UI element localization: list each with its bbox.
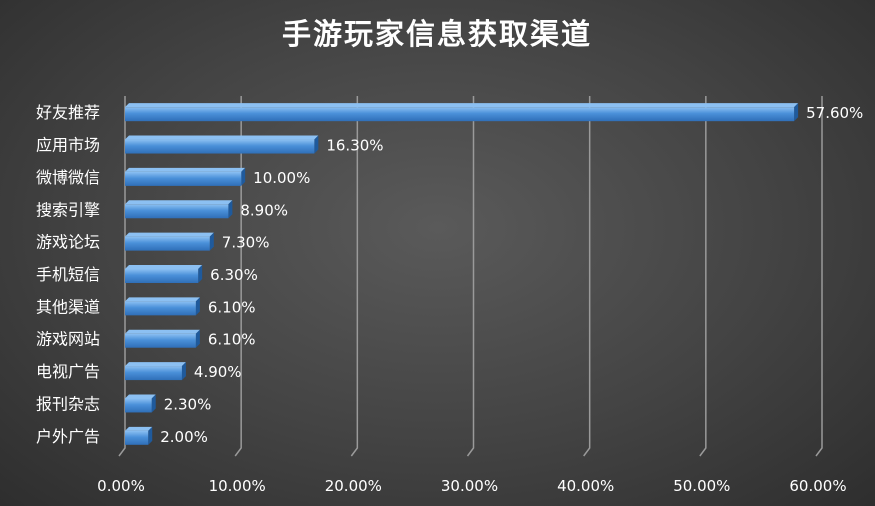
bar-group — [125, 426, 153, 445]
bar-end-face — [151, 394, 156, 413]
bar-group — [125, 362, 186, 381]
bar-top-face — [125, 103, 799, 108]
bar-top-face — [125, 362, 186, 367]
bar-group — [125, 135, 319, 154]
bar-top-face — [125, 426, 153, 431]
bar-group — [125, 297, 200, 316]
category-label: 电视广告 — [36, 362, 100, 381]
gridline — [699, 96, 707, 457]
bar-top-face — [125, 167, 246, 172]
data-label: 6.30% — [210, 266, 258, 284]
bar — [125, 366, 182, 381]
bar — [125, 171, 242, 186]
bar — [125, 107, 795, 122]
bar-group — [125, 265, 203, 283]
bar-end-face — [794, 103, 799, 122]
bar — [125, 398, 152, 413]
data-label: 57.60% — [806, 104, 863, 122]
bar-end-face — [314, 135, 319, 154]
bar-group — [125, 394, 156, 413]
x-tick-label: 60.00% — [789, 477, 846, 495]
bar-group — [125, 103, 799, 122]
grid-layer — [118, 96, 823, 457]
data-label: 7.30% — [222, 234, 270, 252]
y-axis-line — [118, 96, 126, 457]
x-tick-label: 50.00% — [673, 477, 730, 495]
category-label: 微博微信 — [36, 168, 100, 187]
bar-group — [125, 329, 200, 348]
category-label: 好友推荐 — [36, 103, 100, 122]
x-tick-label: 40.00% — [557, 477, 614, 495]
bar-end-face — [195, 297, 200, 316]
bar — [125, 236, 210, 251]
data-label: 10.00% — [253, 169, 310, 187]
bar — [125, 301, 196, 316]
bar — [125, 333, 196, 348]
gridline — [815, 96, 823, 457]
bar-end-face — [209, 232, 214, 251]
chart-title: 手游玩家信息获取渠道 — [282, 17, 592, 51]
bar-end-face — [195, 329, 200, 348]
bar — [125, 269, 199, 283]
bar-end-face — [228, 200, 233, 219]
category-label: 游戏网站 — [36, 330, 100, 349]
bar — [125, 204, 229, 219]
category-label: 报刊杂志 — [36, 394, 100, 413]
category-label: 搜索引擎 — [36, 200, 100, 219]
bar-top-face — [125, 297, 200, 302]
category-label: 其他渠道 — [36, 297, 100, 316]
bar-group — [125, 200, 233, 219]
x-tick-label: 30.00% — [441, 477, 498, 495]
category-label: 游戏论坛 — [36, 233, 100, 252]
x-tick-label: 20.00% — [325, 477, 382, 495]
bar-top-face — [125, 394, 156, 399]
data-label: 6.10% — [208, 331, 256, 349]
category-label: 应用市场 — [36, 136, 100, 155]
x-tick-label: 10.00% — [209, 477, 266, 495]
gridline — [350, 96, 359, 457]
bar-end-face — [181, 362, 186, 381]
gridline — [583, 96, 591, 457]
gridline — [234, 96, 242, 457]
category-label: 手机短信 — [36, 265, 100, 284]
bar-top-face — [125, 329, 200, 334]
bar-top-face — [125, 265, 203, 269]
bar-group — [125, 167, 246, 186]
data-label: 2.00% — [160, 428, 208, 446]
category-label: 户外广告 — [36, 427, 100, 446]
data-label: 2.30% — [164, 395, 212, 413]
bar-end-face — [241, 167, 246, 186]
data-label: 4.90% — [194, 363, 242, 381]
bar — [125, 139, 315, 154]
x-tick-label: 0.00% — [97, 477, 145, 495]
bar-end-face — [198, 265, 203, 283]
bar-layer — [125, 103, 799, 445]
bar-top-face — [125, 232, 214, 237]
bar-top-face — [125, 135, 319, 140]
gridline — [466, 96, 475, 457]
data-label: 6.10% — [208, 298, 256, 316]
bar-top-face — [125, 200, 233, 205]
data-label: 8.90% — [240, 201, 288, 219]
bar — [125, 430, 149, 445]
bar-end-face — [148, 426, 153, 445]
label-layer: 0.00% 10.00% 20.00% 30.00% 40.00% 50.00% 60.00… — [36, 103, 863, 495]
data-label: 16.30% — [326, 137, 383, 155]
bar-group — [125, 232, 214, 251]
